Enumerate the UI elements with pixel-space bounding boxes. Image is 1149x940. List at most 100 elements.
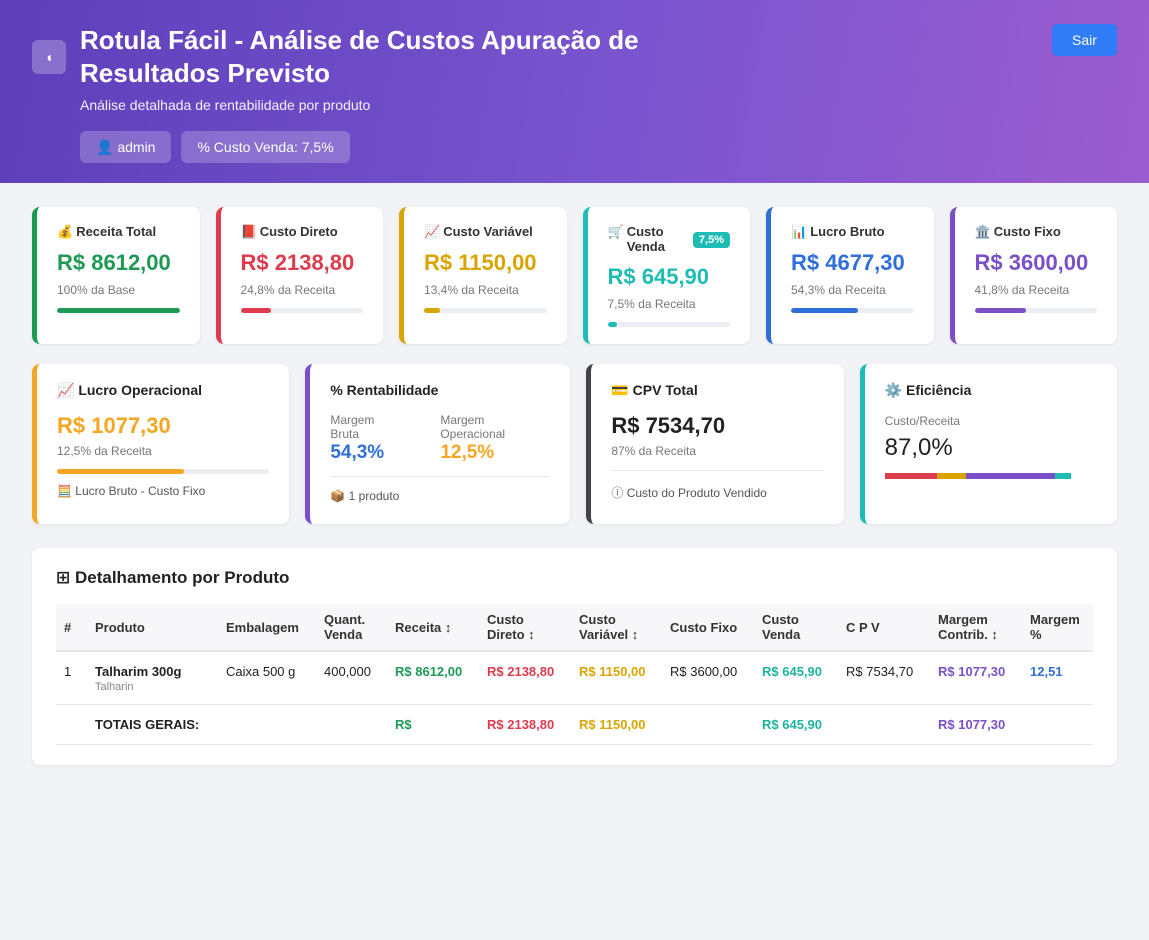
col-header-margem-contrib[interactable]: Margem Contrib. ↕ [930, 604, 1022, 652]
margem-operacional-label: Margem Operacional [440, 413, 506, 441]
logout-button[interactable]: Sair [1052, 24, 1117, 56]
cell-custo-variavel: R$ 1150,00 [571, 651, 662, 705]
kpi-progress-bar [240, 308, 363, 313]
col-header-custo-direto[interactable]: Custo Direto ↕ [479, 604, 571, 652]
back-button[interactable]: ◖ [32, 40, 66, 74]
kpi-progress-fill [240, 308, 271, 313]
info-icon: ⓘ [611, 486, 624, 500]
lucro-operacional-percent: 12,5% da Receita [57, 444, 152, 458]
credit-card-icon: 💳 [611, 382, 629, 398]
kpi-card-custo-venda: 🛒 Custo Venda 7,5% R$ 645,90 7,5% da Rece… [582, 207, 750, 344]
col-header-quantidade: Quant. Venda [316, 604, 387, 652]
total-custo-variavel: R$ 1150,00 [571, 704, 662, 745]
kpi-title: Custo Variável [443, 224, 533, 239]
kpi-card-custo-direto: 📕 Custo Direto R$ 2138,80 24,8% da Receit… [215, 207, 383, 344]
package-icon: 📦 [330, 489, 346, 503]
card-title: Eficiência [905, 382, 972, 398]
kpi-card-lucro-bruto: 📊 Lucro Bruto R$ 4677,30 54,3% da Receita [766, 207, 934, 344]
kpi-percent: 100% da Base [57, 283, 136, 297]
card-lucro-operacional: 📈 Lucro Operacional R$ 1077,30 12,5% da … [32, 364, 290, 524]
total-custo-direto: R$ 2138,80 [479, 704, 571, 745]
cell-embalagem: Caixa 500 g [218, 651, 316, 705]
cost-percentage-chip: % Custo Venda: 7,5% [181, 131, 350, 163]
table-header-row: # Produto Embalagem Quant. Venda Receita… [56, 604, 1093, 652]
lucro-operacional-fill [57, 469, 185, 474]
col-header-receita[interactable]: Receita ↕ [387, 604, 479, 652]
total-custo-venda: R$ 645,90 [754, 704, 838, 745]
shopping-cart-icon: 🛒 [607, 224, 624, 239]
cell-cpv: R$ 7534,70 [838, 651, 930, 705]
margins-group: Margem Bruta 54,3% Margem Operacional 12… [330, 413, 550, 464]
kpi-title: Custo Venda [626, 224, 665, 254]
bar-chart-icon: 📊 [791, 224, 808, 239]
header-body: Rotula Fácil - Análise de Custos Apuraçã… [80, 24, 1117, 163]
kpi-title: Custo Direto [259, 224, 338, 239]
col-header-custo-venda: Custo Venda [754, 604, 838, 652]
cost-segment [965, 473, 1055, 479]
kpi-percent: 7,5% da Receita [607, 297, 696, 311]
product-table: # Produto Embalagem Quant. Venda Receita… [56, 604, 1093, 745]
margem-bruta-label: Margem Bruta [330, 413, 375, 441]
kpi-progress-fill [607, 322, 617, 327]
margem-operacional: Margem Operacional 12,5% [440, 413, 550, 464]
cell-produto: Talharim 300g Talharin [87, 651, 218, 705]
kpi-value: R$ 4677,30 [791, 250, 905, 275]
margem-bruta: Margem Bruta 54,3% [330, 413, 440, 464]
cell-custo-direto: R$ 2138,80 [479, 651, 571, 705]
kpi-percent: 24,8% da Receita [240, 283, 336, 297]
totals-label: TOTAIS GERAIS: [87, 704, 218, 745]
user-chip: 👤 admin [80, 131, 172, 163]
card-eficiencia: ⚙️ Eficiência Custo/Receita 87,0% [859, 364, 1117, 524]
eficiencia-label: Custo/Receita [884, 414, 961, 428]
col-header-cpv: C P V [838, 604, 930, 652]
divider [330, 476, 551, 477]
kpi-title: Custo Fixo [993, 224, 1061, 239]
totals-row: TOTAIS GERAIS: R$ R$ 2138,80 R$ 1150,00 … [56, 704, 1093, 745]
card-rentabilidade: % Rentabilidade Margem Bruta 54,3% Marge… [305, 364, 571, 524]
kpi-progress-bar [424, 308, 547, 313]
kpi-title: Receita Total [76, 224, 157, 239]
kpi-progress-fill [424, 308, 441, 313]
kpi-progress-fill [974, 308, 1026, 313]
lucro-operacional-bar [57, 469, 270, 474]
grid-icon: ⊞ [56, 568, 71, 587]
user-name: admin [117, 139, 156, 155]
cell-custo-venda: R$ 645,90 [754, 651, 838, 705]
kpi-value: R$ 2138,80 [240, 250, 355, 275]
product-detail-panel: ⊞ Detalhamento por Produto # Produto Emb… [32, 548, 1117, 765]
kpi-value: R$ 1150,00 [424, 250, 537, 275]
card-title: % Rentabilidade [330, 382, 439, 398]
cost-breakdown-bar [884, 473, 1071, 479]
cell-custo-fixo: R$ 3600,00 [662, 651, 754, 705]
kpi-progress-bar [607, 322, 730, 327]
cell-margem-pct: 12,51 [1022, 651, 1093, 705]
cpv-note: Custo do Produto Vendido [626, 486, 767, 500]
card-title: Lucro Operacional [78, 382, 203, 398]
kpi-percent: 41,8% da Receita [974, 283, 1070, 297]
card-cpv-total: 💳 CPV Total R$ 7534,70 87% da Receita ⓘ … [586, 364, 844, 524]
cost-sale-badge: 7,5% [692, 232, 730, 248]
money-bag-icon: 💰 [57, 224, 74, 239]
page-subtitle: Análise detalhada de rentabilidade por p… [80, 97, 371, 113]
col-header-custo-fixo: Custo Fixo [662, 604, 754, 652]
kpi-value: R$ 8612,00 [57, 250, 171, 275]
total-margem-contrib: R$ 1077,30 [930, 704, 1022, 745]
bank-icon: 🏛️ [974, 224, 991, 239]
product-name: Talharim 300g [95, 664, 182, 679]
kpi-value: R$ 645,90 [607, 264, 710, 289]
kpi-value: R$ 3600,00 [974, 250, 1089, 275]
kpi-percent: 13,4% da Receita [424, 283, 519, 297]
cpv-value: R$ 7534,70 [611, 413, 726, 438]
kpi-progress-bar [57, 308, 180, 313]
lucro-operacional-value: R$ 1077,30 [57, 413, 171, 438]
kpi-progress-fill [791, 308, 858, 313]
chart-up-icon: 📈 [57, 382, 75, 398]
kpi-card-custo-variavel: 📈 Custo Variável R$ 1150,00 13,4% da Rece… [399, 207, 567, 344]
abacus-icon: 🧮 [57, 484, 72, 498]
col-header-custo-variavel[interactable]: Custo Variável ↕ [571, 604, 662, 652]
kpi-percent: 54,3% da Receita [791, 283, 886, 297]
header-chips: 👤 admin % Custo Venda: 7,5% [80, 131, 1117, 163]
col-header-produto: Produto [87, 604, 218, 652]
cost-segment [937, 473, 966, 479]
kpi-title: Lucro Bruto [810, 224, 885, 239]
